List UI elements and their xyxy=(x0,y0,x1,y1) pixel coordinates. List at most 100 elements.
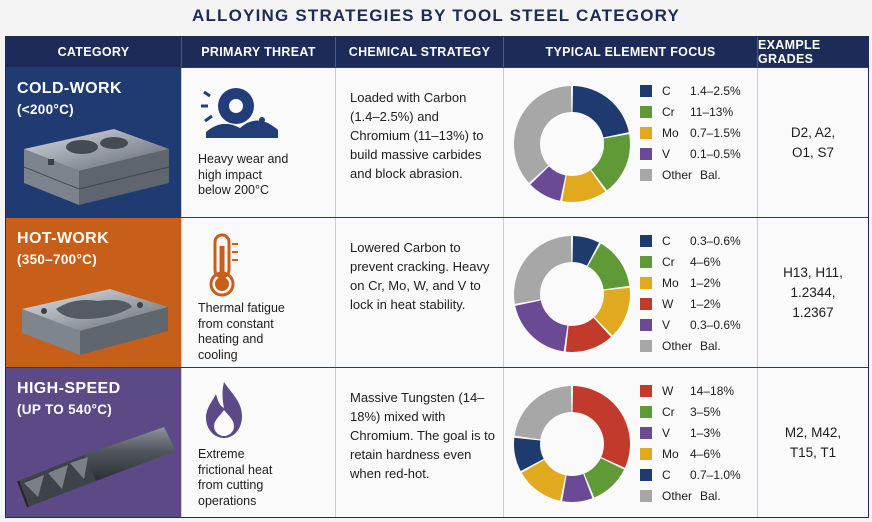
legend-swatch xyxy=(640,168,652,181)
flame-icon xyxy=(206,382,242,438)
grades-text: D2, A2, O1, S7 xyxy=(763,123,863,163)
legend-swatch xyxy=(640,105,652,118)
thermometer-icon xyxy=(209,233,238,297)
legend-element: C xyxy=(662,83,671,98)
legend-item: Other Bal. xyxy=(640,335,756,356)
legend-element: V xyxy=(662,425,671,440)
element-legend: C 1.4–2.5% Cr 11–13% Mo 0.7–1.5% V 0.1–0.5% Othe… xyxy=(640,80,756,185)
legend-swatch xyxy=(640,147,652,160)
legend-element: W xyxy=(662,296,674,311)
legend-item: Mo 0.7–1.5% xyxy=(640,122,756,143)
legend-item: V 1–3% xyxy=(640,422,756,443)
grades-line: M2, M42, xyxy=(784,424,842,440)
threat-line: cooling xyxy=(198,347,238,362)
legend-element: W xyxy=(662,383,674,398)
donut-slice-v xyxy=(515,300,568,352)
legend-swatch xyxy=(640,255,652,268)
legend-value: 4–6% xyxy=(690,254,721,269)
donut-slice-w xyxy=(572,386,630,468)
donut-slice-cr xyxy=(584,458,625,498)
legend-swatch xyxy=(640,297,652,310)
table-row-hot-work: HOT-WORK (350–700°C) xyxy=(6,217,868,367)
category-title: HIGH-SPEED xyxy=(17,380,121,397)
legend-element: Other xyxy=(662,338,693,353)
legend-item: W 1–2% xyxy=(640,293,756,314)
legend-item: C 1.4–2.5% xyxy=(640,80,756,101)
grades-text: H13, H11, 1.2344, 1.2367 xyxy=(763,263,863,323)
threat-line: from cutting xyxy=(198,478,264,492)
header-focus: TYPICAL ELEMENT FOCUS xyxy=(504,37,758,67)
grinding-wheel-icon xyxy=(201,88,278,138)
legend-element: Cr xyxy=(662,404,675,419)
threat-cell: Thermal fatigue from constant heating an… xyxy=(182,218,336,367)
legend-value: 0.3–0.6% xyxy=(690,233,741,248)
donut-slice-cr xyxy=(587,243,630,290)
strategy-cell: Lowered Carbon to prevent cracking. Heav… xyxy=(336,218,504,367)
legend-value: 1.4–2.5% xyxy=(690,83,741,98)
category-cell: HOT-WORK (350–700°C) xyxy=(6,218,182,367)
donut-slice-other xyxy=(514,386,572,440)
legend-value: 0.3–0.6% xyxy=(690,317,741,332)
donut-slice-other xyxy=(514,86,572,183)
mold-block-image xyxy=(22,289,168,355)
legend-element: C xyxy=(662,233,671,248)
legend-swatch xyxy=(640,84,652,97)
legend-value: 14–18% xyxy=(690,383,735,398)
end-mill-image xyxy=(17,427,176,508)
donut-slice-cr xyxy=(591,134,630,191)
legend-item: C 0.3–0.6% xyxy=(640,230,756,251)
grades-line: O1, S7 xyxy=(791,144,835,160)
legend-value: 11–13% xyxy=(690,104,734,119)
table-row-high-speed: HIGH-SPEED (UP TO 540°C) xyxy=(6,367,868,517)
category-cell: COLD-WORK (<200°C) xyxy=(6,68,182,217)
category-temp: (<200°C) xyxy=(17,102,74,117)
legend-swatch xyxy=(640,126,652,139)
legend-swatch xyxy=(640,234,652,247)
strategy-cell: Loaded with Carbon (1.4–2.5%) and Chromi… xyxy=(336,68,504,217)
threat-line: from constant xyxy=(198,316,274,331)
threat-text: Heavy wear and high impact below 200°C xyxy=(198,152,288,199)
legend-value: 3–5% xyxy=(690,404,721,419)
legend-item: V 0.1–0.5% xyxy=(640,143,756,164)
threat-text: Thermal fatigue from constant heating an… xyxy=(198,301,285,363)
legend-element: Mo xyxy=(662,446,679,461)
table-row-cold-work: COLD-WORK (<200°C) xyxy=(6,67,868,217)
donut-slice-c xyxy=(572,236,600,266)
legend-swatch xyxy=(640,318,652,331)
grades-line: D2, A2, xyxy=(790,124,836,140)
threat-line: heating and xyxy=(198,332,264,346)
legend-item: Other Bal. xyxy=(640,164,756,185)
legend-item: Cr 11–13% xyxy=(640,101,756,122)
legend-swatch xyxy=(640,447,652,460)
legend-item: Other Bal. xyxy=(640,485,756,506)
threat-line: operations xyxy=(198,493,257,508)
category-title: HOT-WORK xyxy=(17,230,110,247)
header-category: CATEGORY xyxy=(6,37,182,67)
legend-value: 1–2% xyxy=(690,275,721,290)
threat-text: Extreme frictional heat from cutting ope… xyxy=(198,447,272,509)
legend-swatch xyxy=(640,339,652,352)
threat-line: high impact xyxy=(198,167,262,182)
category-title: COLD-WORK xyxy=(17,80,122,97)
strategy-text: Massive Tungsten (14–18%) mixed with Chr… xyxy=(350,390,495,481)
element-donut-chart xyxy=(514,386,630,502)
legend-swatch xyxy=(640,468,652,481)
legend-item: W 14–18% xyxy=(640,380,756,401)
threat-line: below 200°C xyxy=(198,183,270,197)
legend-element: V xyxy=(662,146,671,161)
category-cell: HIGH-SPEED (UP TO 540°C) xyxy=(6,368,182,517)
threat-line: Thermal fatigue xyxy=(198,301,285,315)
legend-element: Other xyxy=(662,488,693,503)
grades-text: M2, M42, T15, T1 xyxy=(763,423,863,463)
donut-slice-mo xyxy=(594,287,630,336)
legend-item: C 0.7–1.0% xyxy=(640,464,756,485)
donut-slice-mo xyxy=(521,459,566,501)
legend-value: Bal. xyxy=(700,167,721,182)
legend-item: Cr 3–5% xyxy=(640,401,756,422)
threat-line: Heavy wear and xyxy=(198,152,289,166)
legend-element: Other xyxy=(662,167,693,182)
element-legend: C 0.3–0.6% Cr 4–6% Mo 1–2% W 1–2% V 0.3–0.6% Other… xyxy=(640,230,756,356)
legend-element: Cr xyxy=(662,254,675,269)
category-temp: (350–700°C) xyxy=(17,252,97,267)
legend-value: 4–6% xyxy=(690,446,721,461)
